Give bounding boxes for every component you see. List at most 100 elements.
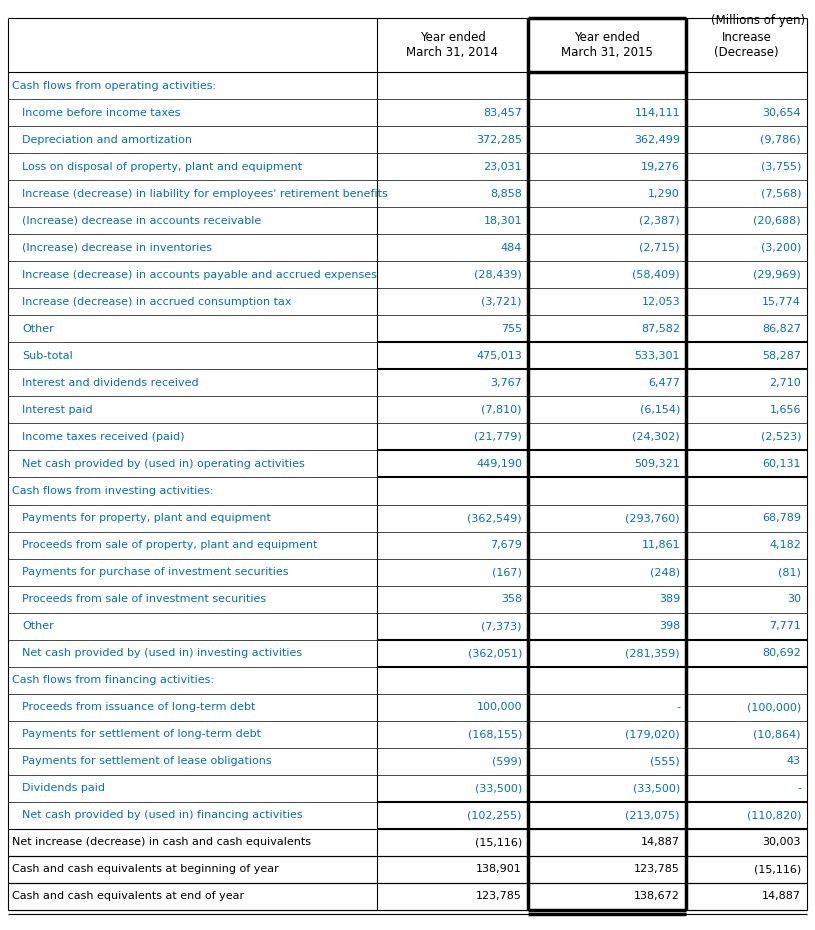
Text: (33,500): (33,500) (475, 783, 522, 793)
Text: Income before income taxes: Income before income taxes (22, 108, 180, 117)
Text: 43: 43 (786, 756, 801, 766)
Text: (2,523): (2,523) (760, 432, 801, 442)
Text: 23,031: 23,031 (483, 162, 522, 172)
Text: 484: 484 (500, 243, 522, 253)
Text: (15,116): (15,116) (475, 837, 522, 847)
Text: Cash flows from financing activities:: Cash flows from financing activities: (12, 675, 214, 685)
Text: (Millions of yen): (Millions of yen) (711, 14, 805, 27)
Text: (168,155): (168,155) (468, 729, 522, 739)
Text: 14,887: 14,887 (641, 837, 680, 847)
Text: Increase (decrease) in accrued consumption tax: Increase (decrease) in accrued consumpti… (22, 297, 292, 307)
Text: Cash and cash equivalents at beginning of year: Cash and cash equivalents at beginning o… (12, 865, 279, 874)
Text: Loss on disposal of property, plant and equipment: Loss on disposal of property, plant and … (22, 162, 302, 172)
Text: (7,810): (7,810) (482, 405, 522, 415)
Text: (58,409): (58,409) (632, 270, 680, 280)
Text: 14,887: 14,887 (762, 892, 801, 901)
Text: Net increase (decrease) in cash and cash equivalents: Net increase (decrease) in cash and cash… (12, 837, 311, 847)
Text: 509,321: 509,321 (634, 459, 680, 469)
Text: Increase (decrease) in liability for employees' retirement benefits: Increase (decrease) in liability for emp… (22, 189, 388, 199)
Text: (248): (248) (650, 567, 680, 578)
Text: 58,287: 58,287 (762, 351, 801, 361)
Text: (555): (555) (650, 756, 680, 766)
Text: (6,154): (6,154) (640, 405, 680, 415)
Text: Depreciation and amortization: Depreciation and amortization (22, 135, 192, 144)
Text: 30,003: 30,003 (763, 837, 801, 847)
Text: Sub-total: Sub-total (22, 351, 73, 361)
Text: 30,654: 30,654 (762, 108, 801, 117)
Text: (3,200): (3,200) (760, 243, 801, 253)
Text: 86,827: 86,827 (762, 324, 801, 334)
Text: (33,500): (33,500) (632, 783, 680, 793)
Text: (7,568): (7,568) (760, 189, 801, 199)
Text: Net cash provided by (used in) operating activities: Net cash provided by (used in) operating… (22, 459, 305, 469)
Text: 1,656: 1,656 (769, 405, 801, 415)
Text: Payments for settlement of long-term debt: Payments for settlement of long-term deb… (22, 729, 261, 739)
Text: 372,285: 372,285 (476, 135, 522, 144)
Text: (3,755): (3,755) (760, 162, 801, 172)
Text: 11,861: 11,861 (641, 540, 680, 550)
Text: (28,439): (28,439) (474, 270, 522, 280)
Text: 1,290: 1,290 (648, 189, 680, 199)
Text: (167): (167) (492, 567, 522, 578)
Text: 123,785: 123,785 (476, 892, 522, 901)
Text: 123,785: 123,785 (634, 865, 680, 874)
Text: (362,549): (362,549) (467, 513, 522, 523)
Text: Increase (decrease) in accounts payable and accrued expenses: Increase (decrease) in accounts payable … (22, 270, 377, 280)
Text: 2,710: 2,710 (769, 378, 801, 388)
Text: Payments for settlement of lease obligations: Payments for settlement of lease obligat… (22, 756, 271, 766)
Text: 3,767: 3,767 (491, 378, 522, 388)
Text: (599): (599) (492, 756, 522, 766)
Text: 6,477: 6,477 (648, 378, 680, 388)
Text: 87,582: 87,582 (641, 324, 680, 334)
Text: Dividends paid: Dividends paid (22, 783, 105, 793)
Text: 83,457: 83,457 (483, 108, 522, 117)
Text: Other: Other (22, 621, 54, 631)
Text: (362,051): (362,051) (468, 648, 522, 658)
Text: Cash flows from operating activities:: Cash flows from operating activities: (12, 81, 216, 90)
Text: 138,672: 138,672 (634, 892, 680, 901)
Text: 8,858: 8,858 (490, 189, 522, 199)
Text: Income taxes received (paid): Income taxes received (paid) (22, 432, 184, 442)
Text: 68,789: 68,789 (762, 513, 801, 523)
Text: 358: 358 (501, 594, 522, 604)
Text: -: - (797, 783, 801, 793)
Text: (9,786): (9,786) (760, 135, 801, 144)
Text: Payments for purchase of investment securities: Payments for purchase of investment secu… (22, 567, 289, 578)
Text: 449,190: 449,190 (476, 459, 522, 469)
Text: 398: 398 (659, 621, 680, 631)
Text: (3,721): (3,721) (482, 297, 522, 307)
Text: (Increase) decrease in inventories: (Increase) decrease in inventories (22, 243, 212, 253)
Text: 12,053: 12,053 (641, 297, 680, 307)
Text: Year ended
March 31, 2015: Year ended March 31, 2015 (561, 31, 653, 59)
Text: 7,679: 7,679 (490, 540, 522, 550)
Text: (24,302): (24,302) (632, 432, 680, 442)
Text: Other: Other (22, 324, 54, 334)
Text: (81): (81) (778, 567, 801, 578)
Text: (15,116): (15,116) (754, 865, 801, 874)
Text: (281,359): (281,359) (625, 648, 680, 658)
Text: 114,111: 114,111 (634, 108, 680, 117)
Text: (2,387): (2,387) (640, 216, 680, 226)
Text: Year ended
March 31, 2014: Year ended March 31, 2014 (407, 31, 499, 59)
Text: (179,020): (179,020) (625, 729, 680, 739)
Text: Interest and dividends received: Interest and dividends received (22, 378, 199, 388)
Text: 15,774: 15,774 (762, 297, 801, 307)
Text: 362,499: 362,499 (634, 135, 680, 144)
Text: 60,131: 60,131 (763, 459, 801, 469)
Text: (10,864): (10,864) (754, 729, 801, 739)
Text: -: - (676, 702, 680, 712)
Text: 19,276: 19,276 (641, 162, 680, 172)
Text: Payments for property, plant and equipment: Payments for property, plant and equipme… (22, 513, 271, 523)
Text: 389: 389 (659, 594, 680, 604)
Text: 100,000: 100,000 (477, 702, 522, 712)
Text: Net cash provided by (used in) investing activities: Net cash provided by (used in) investing… (22, 648, 302, 658)
Text: Net cash provided by (used in) financing activities: Net cash provided by (used in) financing… (22, 810, 302, 820)
Text: (100,000): (100,000) (747, 702, 801, 712)
Text: (293,760): (293,760) (625, 513, 680, 523)
Text: (2,715): (2,715) (640, 243, 680, 253)
Text: 4,182: 4,182 (769, 540, 801, 550)
Text: (7,373): (7,373) (482, 621, 522, 631)
Text: (20,688): (20,688) (753, 216, 801, 226)
Text: (21,779): (21,779) (474, 432, 522, 442)
Text: Proceeds from sale of investment securities: Proceeds from sale of investment securit… (22, 594, 267, 604)
